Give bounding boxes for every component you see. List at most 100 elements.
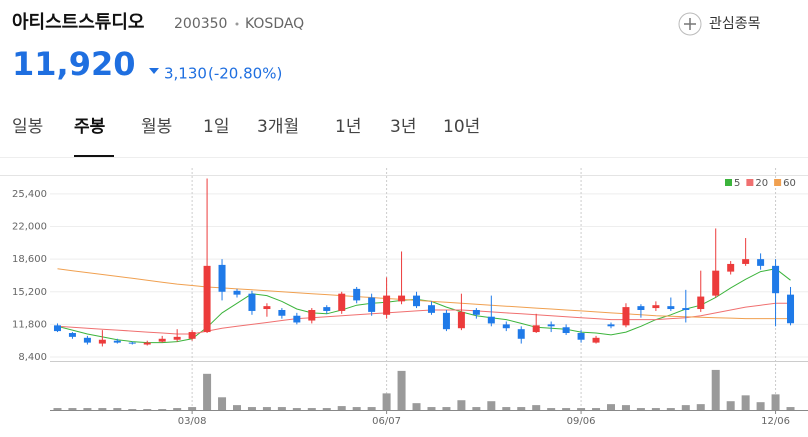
plus-icon <box>678 12 702 36</box>
tab-label: 월봉 <box>141 117 172 137</box>
tab[interactable]: 1년 <box>335 117 361 137</box>
volume-bar <box>457 400 466 410</box>
x-tick-label: 06/07 <box>372 416 401 427</box>
candle-body <box>128 342 136 344</box>
y-tick-label: 8,400 <box>18 352 47 363</box>
candle-body <box>502 324 510 329</box>
candle-body <box>487 316 495 324</box>
moving-average <box>57 268 791 320</box>
y-tick-label: 22,000 <box>12 222 47 233</box>
candle-body <box>98 339 106 344</box>
candle-body <box>772 265 780 294</box>
candle-body <box>637 306 645 310</box>
volume-bar <box>218 397 227 410</box>
tab[interactable]: 일봉 <box>12 117 43 137</box>
moving-average <box>57 268 791 344</box>
tab[interactable]: 월봉 <box>141 117 172 137</box>
candle-body <box>547 324 555 327</box>
down-arrow <box>149 68 159 74</box>
volume-bar <box>53 408 62 410</box>
tab[interactable]: 1일 <box>203 117 229 137</box>
volume-bar <box>83 408 92 410</box>
candle-body <box>278 309 286 316</box>
candle-body <box>457 311 465 329</box>
tab-label: 1년 <box>335 117 361 137</box>
candle-body <box>427 305 435 313</box>
tab[interactable]: 10년 <box>443 117 480 137</box>
volume-bar <box>487 401 496 410</box>
candle-body <box>652 305 660 309</box>
watch-label: 관심종목 <box>709 16 761 32</box>
volume-bar <box>771 394 780 410</box>
tab[interactable]: 3년 <box>390 117 416 137</box>
volume-bar <box>442 407 451 410</box>
candle-body <box>113 340 121 343</box>
candle-body <box>173 336 181 340</box>
volume-bar <box>203 373 212 410</box>
candle-body <box>188 332 196 339</box>
volume-bar <box>472 407 481 410</box>
candle-body <box>383 295 391 315</box>
volume-bar <box>562 408 571 410</box>
volume-bar <box>726 401 735 410</box>
volume-bar <box>532 405 541 410</box>
candle-body <box>727 263 735 272</box>
candle-body <box>757 259 765 266</box>
watch-button[interactable]: 관심종목 <box>678 12 761 36</box>
volume-bar <box>786 407 795 410</box>
candle-body <box>398 295 406 302</box>
tabs: 일봉 주봉 월봉 1일 3개월 1년 3년 10년 <box>0 117 808 158</box>
volume-bar <box>233 405 241 410</box>
candle-body <box>218 264 226 292</box>
volume-bar <box>128 409 137 410</box>
tab-label: 3년 <box>390 117 416 137</box>
candle-body <box>532 325 540 333</box>
candle-body <box>308 309 316 321</box>
volume-bar <box>307 408 316 410</box>
volume-bar <box>517 407 526 410</box>
candle-body <box>517 329 525 339</box>
volume-bar <box>651 408 660 410</box>
candle-body <box>742 259 750 264</box>
volume-bar <box>502 407 511 410</box>
tab[interactable]: 3개월 <box>257 117 299 137</box>
volume-bar <box>696 404 705 410</box>
candle-body <box>368 297 376 312</box>
y-tick-label: 15,200 <box>12 287 47 298</box>
candle-body <box>413 295 421 307</box>
tab-label: 3개월 <box>257 117 299 137</box>
volume-bar <box>711 369 720 410</box>
volume-bar <box>98 408 107 410</box>
candle-body <box>607 324 615 327</box>
volume-bar <box>247 407 256 410</box>
candle-body <box>712 270 720 296</box>
volume-bar <box>143 409 152 410</box>
price: 11,920 <box>12 45 135 83</box>
candle-body <box>83 337 91 343</box>
x-tick-label: 03/08 <box>178 416 207 427</box>
tab-label: 10년 <box>443 117 480 137</box>
x-tick-label: 09/06 <box>567 416 596 427</box>
volume-bar <box>427 407 436 410</box>
volume-bar <box>173 408 182 410</box>
candle-body <box>622 307 630 326</box>
legend-label: 60 <box>783 178 796 189</box>
candle-body <box>53 325 61 332</box>
volume-bar <box>337 406 346 410</box>
volume-bar <box>756 402 765 410</box>
candle-body <box>323 307 331 311</box>
volume-bar <box>188 407 197 410</box>
volume-bar <box>577 408 586 410</box>
y-tick-label: 18,600 <box>12 254 47 265</box>
candle-body <box>293 315 301 323</box>
volume-bar <box>352 407 361 410</box>
market: KOSDAQ <box>245 16 304 32</box>
volume-bar <box>292 408 301 410</box>
candle-body <box>158 338 166 342</box>
candle-body <box>203 265 211 333</box>
candle-body <box>787 294 795 324</box>
tab[interactable]: 주봉 <box>74 117 114 157</box>
legend-label: 5 <box>734 178 740 189</box>
